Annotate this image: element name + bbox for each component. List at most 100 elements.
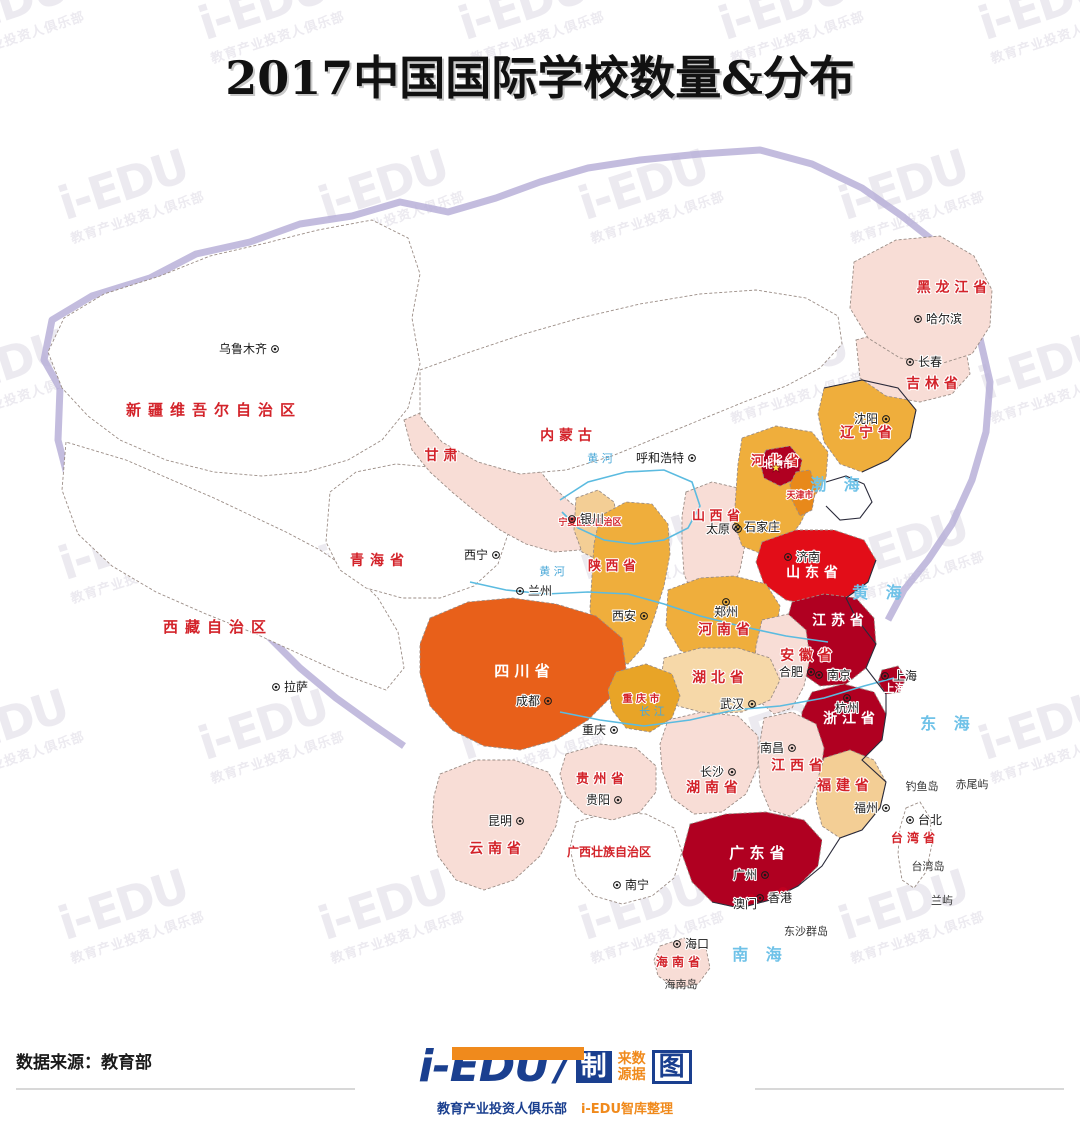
province-label-xianggang: 香港 [768, 899, 792, 913]
province-liaoning[interactable] [817, 379, 917, 473]
province-guizhou[interactable] [559, 743, 657, 821]
province-heilongjiang[interactable] [849, 235, 993, 365]
city-dot-center [817, 673, 821, 677]
city-dot-ring [843, 694, 851, 702]
province-tianjin[interactable] [789, 469, 817, 517]
province-aomen[interactable] [747, 894, 755, 902]
island-label: 海南岛 [665, 977, 698, 991]
city-marker: 贵阳 [585, 792, 622, 808]
province-sichuan[interactable] [419, 597, 627, 751]
city-label: 昆明 [488, 814, 512, 828]
province-hubei[interactable] [659, 647, 781, 715]
city-dot-ring [544, 697, 552, 705]
city-label: 石家庄 [744, 519, 780, 534]
city-label: 广州 [733, 868, 757, 882]
province-label-gansu: 甘 肃 [425, 447, 458, 464]
city-marker: 杭州 [834, 694, 860, 716]
city-marker: 重庆 [581, 722, 618, 738]
province-hunan[interactable] [659, 711, 759, 815]
city-label: 拉萨 [284, 679, 308, 694]
city-dot-center [884, 806, 888, 810]
city-label: 台北 [918, 812, 942, 827]
city-dot-ring [784, 553, 792, 561]
logo-subtitle-right: i-EDU智库整理 [580, 1102, 674, 1117]
province-label-aomen: 澳门 [737, 917, 759, 931]
river-label: 长 江 [639, 705, 665, 718]
city-dot-ring [271, 345, 279, 353]
city-label: 武汉 [720, 697, 744, 711]
logo-orange-bar [452, 1047, 585, 1060]
city-dot-ring [882, 415, 890, 423]
city-dot-ring [610, 726, 618, 734]
province-neimenggu[interactable] [419, 289, 843, 475]
province-label-henan: 河 南 省 [698, 621, 750, 638]
province-label-guangdong: 广 东 省 [729, 844, 784, 862]
city-dot-center [546, 699, 550, 703]
city-label: 兰州 [528, 584, 552, 598]
city-dot-ring [688, 454, 696, 462]
island-label: 东沙群岛 [784, 924, 828, 938]
province-label-zhejiang: 浙 江 省 [823, 710, 875, 727]
province-label-beijing: 北京市 [763, 458, 793, 471]
city-label: 南京 [827, 667, 851, 682]
city-dot-center [675, 942, 679, 946]
province-label-shandong: 山 东 省 [786, 564, 838, 581]
province-label-fujian: 福 建 省 [816, 777, 869, 794]
island-label: 兰屿 [931, 894, 953, 907]
city-dot-ring [807, 668, 815, 676]
province-chongqing[interactable] [607, 663, 681, 733]
province-hebei[interactable] [733, 425, 829, 555]
city-dot-ring [614, 796, 622, 804]
province-jiangxi[interactable] [757, 711, 825, 817]
province-label-taiwan: 台 湾 省 [891, 830, 935, 845]
province-label-hebei: 河 北 省 [751, 453, 799, 469]
city-marker: 兰州 [516, 583, 553, 599]
logo-subtitle-row: 教育产业投资人俱乐部 i-EDU智库整理 [437, 1098, 673, 1117]
city-dot-ring [492, 551, 500, 559]
city-marker: 西安 [611, 607, 648, 624]
city-marker: 上海 [881, 667, 918, 684]
province-label-chongqing: 重 庆 市 [623, 692, 660, 705]
coastline [711, 379, 917, 909]
province-label-qinghai: 青海省 [350, 552, 410, 569]
city-dot-center [616, 798, 620, 802]
province-guangxi[interactable] [569, 811, 683, 905]
city-dot-ring [516, 587, 524, 595]
city-label: 南昌 [760, 740, 784, 755]
province-taiwan[interactable] [897, 801, 933, 889]
province-xizang[interactable] [61, 441, 405, 691]
city-dot-center [570, 517, 574, 521]
province-yunnan[interactable] [431, 759, 563, 891]
province-label-hunan: 湖 南 省 [686, 779, 738, 796]
city-marker: 海口 [673, 935, 710, 952]
city-dot-ring [732, 523, 740, 531]
city-label: 澳门 [733, 896, 757, 911]
province-hainan[interactable] [653, 937, 711, 989]
province-label-jiangxi: 江 西 省 [771, 757, 823, 774]
city-dot-center [845, 696, 849, 700]
city-dot-center [615, 883, 619, 887]
river-label: 黄 河 [539, 564, 565, 578]
sea-label: 黄 海 [852, 583, 908, 602]
province-xinjiang[interactable] [47, 219, 421, 477]
city-dot-center [758, 896, 762, 900]
city-dot-ring [815, 671, 823, 679]
city-dot-center [884, 417, 888, 421]
province-label-hubei: 湖 北 省 [692, 669, 744, 686]
province-label-neimenggu: 内 蒙 古 [540, 427, 592, 444]
city-label: 乌鲁木齐 [219, 341, 267, 356]
province-beijing[interactable] [759, 445, 803, 487]
city-label: 贵阳 [586, 793, 610, 807]
city-label: 哈尔滨 [926, 311, 962, 326]
iedu-logo: i-EDU / 制 来数 源据 图 教育产业投资人俱乐部 i-EDU智库整理 [355, 1038, 755, 1130]
city-marker: 福州 [853, 799, 890, 816]
province-label-xinjiang: 新疆维吾尔自治区 [126, 401, 302, 419]
city-label: 上海 [893, 668, 917, 683]
china-choropleth-map: 新疆维吾尔自治区 西藏自治区 青海省 甘 肃 内 蒙 古宁夏回族自治区陕 西 省 山 西 … [0, 120, 1080, 1020]
city-dot-ring [882, 804, 890, 812]
province-fujian[interactable] [815, 749, 887, 839]
city-label: 南宁 [625, 877, 649, 892]
city-dot-ring [640, 612, 648, 620]
